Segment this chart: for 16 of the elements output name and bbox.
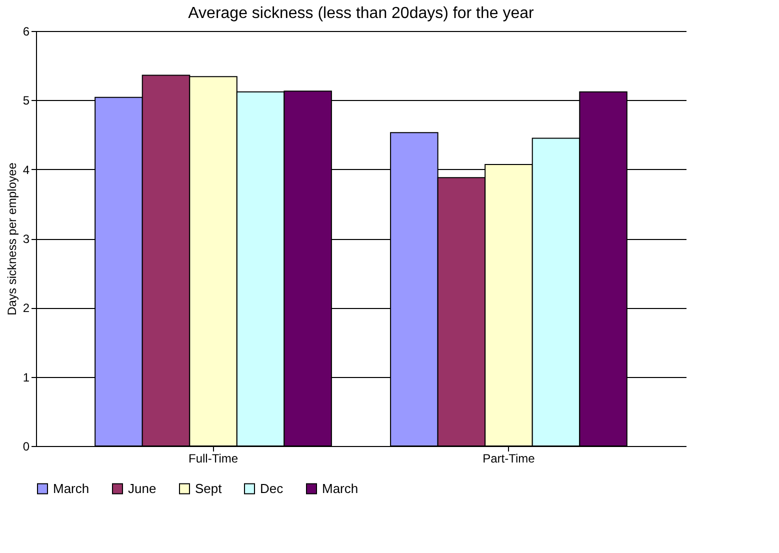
x-tick-label: Full-Time <box>188 452 238 466</box>
y-tick-label: 1 <box>22 370 30 384</box>
legend-label: Dec <box>260 480 284 496</box>
legend-label: Sept <box>195 480 222 496</box>
legend-label: June <box>128 480 156 496</box>
y-tick-label: 3 <box>22 232 30 246</box>
y-tick-label: 2 <box>22 301 30 316</box>
chart-title: Average sickness (less than 20days) for the year <box>188 5 534 22</box>
x-tick-label: Part-Time <box>482 452 536 466</box>
y-tick-label: 4 <box>22 162 30 177</box>
legend-label: March <box>53 480 90 496</box>
y-tick-label: 0 <box>22 440 30 454</box>
y-tick-label: 6 <box>22 24 30 38</box>
y-axis-title: Days sickness per employee <box>4 162 19 316</box>
legend-label: March <box>322 480 358 496</box>
y-tick-label: 5 <box>22 94 30 108</box>
